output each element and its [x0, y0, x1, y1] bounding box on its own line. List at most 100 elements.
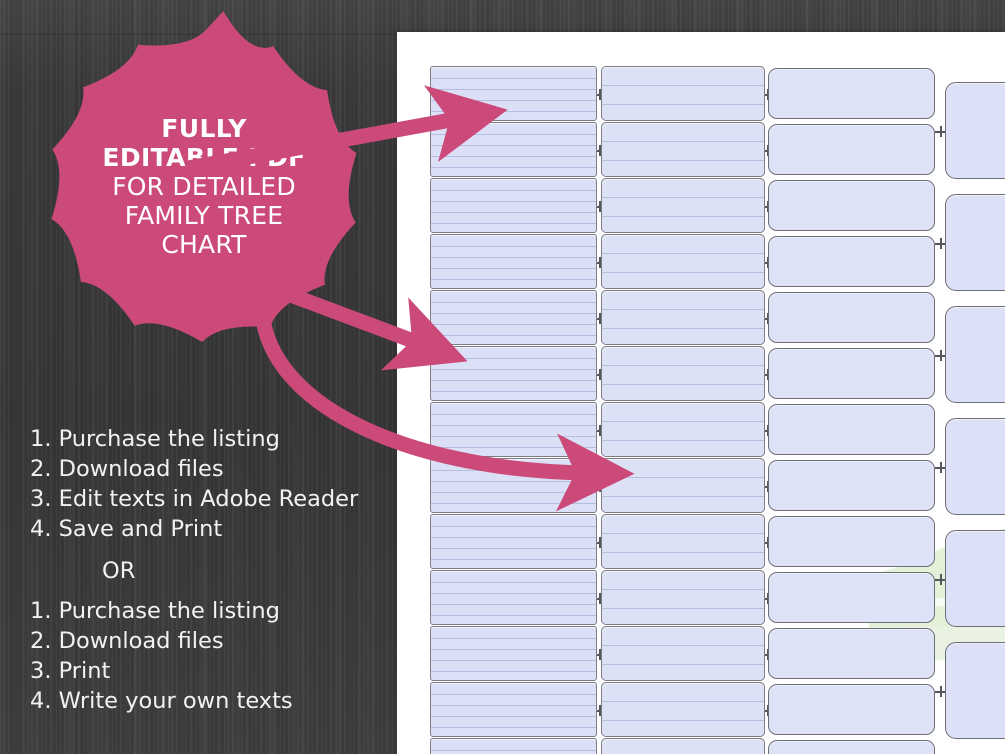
- instructions-or-separator: OR: [102, 558, 136, 584]
- generation-1-box[interactable]: [430, 402, 597, 457]
- generation-3-box[interactable]: [768, 236, 935, 287]
- pedigree-connector-tick: [599, 145, 601, 156]
- generation-3-box[interactable]: [768, 180, 935, 231]
- badge-line-3: FOR DETAILED: [112, 171, 296, 201]
- generation-3-box[interactable]: [768, 684, 935, 735]
- writing-rule: [431, 604, 596, 605]
- writing-rule: [431, 526, 596, 527]
- generation-2-box[interactable]: [601, 66, 765, 121]
- writing-rule: [431, 111, 596, 112]
- generation-1-box[interactable]: [430, 346, 597, 401]
- writing-rule: [431, 89, 596, 90]
- generation-1-box[interactable]: [430, 570, 597, 625]
- writing-rule: [602, 272, 764, 273]
- generation-2-box[interactable]: [601, 570, 765, 625]
- generation-1-box[interactable]: [430, 682, 597, 737]
- generation-2-box[interactable]: [601, 626, 765, 681]
- pedigree-connector-tick: [599, 705, 601, 716]
- generation-1-box[interactable]: [430, 290, 597, 345]
- pedigree-connector-tick: [599, 257, 601, 268]
- writing-rule: [602, 160, 764, 161]
- generation-3-box[interactable]: [768, 292, 935, 343]
- instruction-a-4: 4. Save and Print: [30, 516, 223, 542]
- writing-rule: [431, 313, 596, 314]
- generation-2-box[interactable]: [601, 458, 765, 513]
- generation-4-box[interactable]: [945, 642, 1005, 739]
- instructions-block: 1. Purchase the listing 2. Download file…: [30, 424, 402, 716]
- writing-rule: [431, 145, 596, 146]
- writing-rule: [602, 328, 764, 329]
- writing-rule: [602, 701, 764, 702]
- generation-3-box[interactable]: [768, 516, 935, 567]
- generation-2-box[interactable]: [601, 682, 765, 737]
- writing-rule: [602, 552, 764, 553]
- generation-2-box[interactable]: [601, 402, 765, 457]
- generation-4-box[interactable]: [945, 306, 1005, 403]
- writing-rule: [431, 380, 596, 381]
- generation-4-box[interactable]: [945, 194, 1005, 291]
- writing-rule: [431, 414, 596, 415]
- instruction-a-1: 1. Purchase the listing: [30, 426, 280, 452]
- writing-rule: [431, 582, 596, 583]
- writing-rule: [431, 727, 596, 728]
- generation-1-box[interactable]: [430, 738, 597, 754]
- instruction-a-2: 2. Download files: [30, 456, 224, 482]
- pedigree-connector-tick: [940, 574, 942, 585]
- pedigree-connector-tick: [599, 201, 601, 212]
- pedigree-connector-tick: [599, 369, 601, 380]
- generation-1-box[interactable]: [430, 626, 597, 681]
- writing-rule: [602, 589, 764, 590]
- pedigree-connector-tick: [940, 350, 942, 361]
- writing-rule: [602, 384, 764, 385]
- writing-rule: [431, 593, 596, 594]
- writing-rule: [431, 335, 596, 336]
- generation-3-box[interactable]: [768, 124, 935, 175]
- generation-2-box[interactable]: [601, 122, 765, 177]
- generation-1-box[interactable]: [430, 122, 597, 177]
- generation-3-box[interactable]: [768, 740, 935, 754]
- generation-1-box[interactable]: [430, 234, 597, 289]
- pedigree-connector: [765, 262, 768, 264]
- instruction-b-3: 3. Print: [30, 658, 111, 684]
- generation-1-box[interactable]: [430, 458, 597, 513]
- writing-rule: [431, 134, 596, 135]
- pedigree-connector-tick: [599, 89, 601, 100]
- generation-1-box[interactable]: [430, 514, 597, 569]
- generation-2-box[interactable]: [601, 514, 765, 569]
- generation-1-box[interactable]: [430, 66, 597, 121]
- generation-1-box[interactable]: [430, 178, 597, 233]
- generation-3-box[interactable]: [768, 404, 935, 455]
- generation-3-box[interactable]: [768, 68, 935, 119]
- wood-plank-seam-vertical: [897, 0, 899, 36]
- writing-rule: [602, 85, 764, 86]
- pedigree-connector: [765, 318, 768, 320]
- writing-rule: [431, 436, 596, 437]
- writing-rule: [431, 470, 596, 471]
- generation-2-box[interactable]: [601, 738, 765, 754]
- generation-4-box[interactable]: [945, 82, 1005, 179]
- writing-rule: [431, 615, 596, 616]
- writing-rule: [431, 201, 596, 202]
- writing-rule: [602, 141, 764, 142]
- generation-3-box[interactable]: [768, 348, 935, 399]
- writing-rule: [431, 223, 596, 224]
- instruction-b-2: 2. Download files: [30, 628, 224, 654]
- generation-4-box[interactable]: [945, 418, 1005, 515]
- badge-text-block: FULLY EDITABLE PDF FOR DETAILED FAMILY T…: [28, 10, 380, 362]
- generation-2-box[interactable]: [601, 234, 765, 289]
- generation-3-box[interactable]: [768, 572, 935, 623]
- starburst-shape: [51, 11, 357, 342]
- generation-4-box[interactable]: [945, 530, 1005, 627]
- pedigree-connector-tick: [940, 686, 942, 697]
- instruction-b-4: 4. Write your own texts: [30, 688, 293, 714]
- pedigree-connector: [765, 542, 768, 544]
- writing-rule: [431, 425, 596, 426]
- writing-rule: [431, 503, 596, 504]
- instruction-b-1: 1. Purchase the listing: [30, 598, 280, 624]
- generation-2-box[interactable]: [601, 346, 765, 401]
- generation-2-box[interactable]: [601, 290, 765, 345]
- generation-2-box[interactable]: [601, 178, 765, 233]
- generation-3-box[interactable]: [768, 460, 935, 511]
- generation-3-box[interactable]: [768, 628, 935, 679]
